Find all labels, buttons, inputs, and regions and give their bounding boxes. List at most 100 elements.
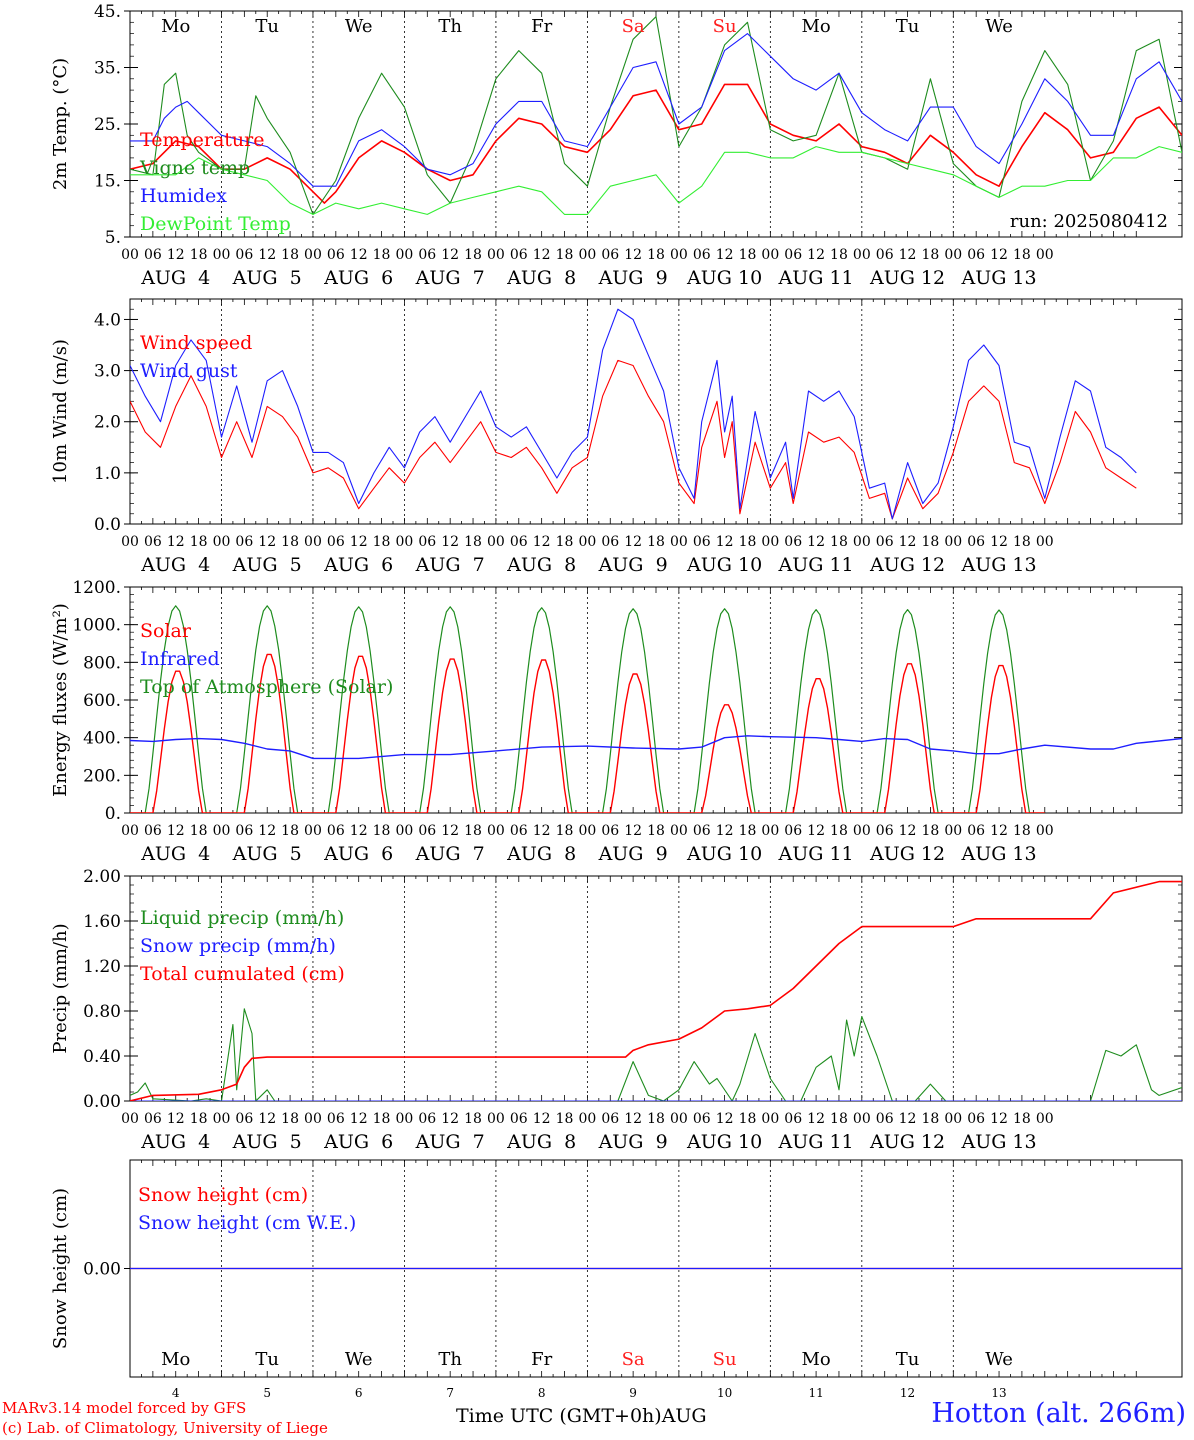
hour-tick-label: 00 [304, 823, 322, 839]
hour-tick-label: 12 [807, 247, 825, 263]
y-tick-label: 1.0 [94, 464, 121, 484]
y-tick-label: 600. [83, 691, 121, 711]
hour-tick-label: 18 [739, 823, 757, 839]
hour-tick-label: 18 [647, 1111, 665, 1127]
hour-tick-label: 00 [487, 1111, 505, 1127]
date-label: AUG 7 [415, 1131, 485, 1153]
day-name-label: Mo [801, 1349, 830, 1370]
date-label: AUG 11 [778, 1131, 854, 1153]
hour-tick-label: 00 [1036, 247, 1054, 263]
date-label: AUG 12 [869, 267, 945, 289]
date-label: AUG 4 [140, 554, 210, 576]
y-tick-label: 4.0 [94, 310, 121, 330]
hour-tick-label: 00 [670, 1111, 688, 1127]
date-label: AUG 8 [506, 267, 576, 289]
hour-tick-label: 06 [235, 534, 253, 550]
hour-tick-label: 00 [121, 823, 139, 839]
hour-tick-label: 18 [556, 823, 574, 839]
plot-area [130, 308, 1137, 520]
hour-tick-label: 06 [327, 247, 345, 263]
date-label: AUG 4 [140, 843, 210, 865]
series-line-top-of-atmosphere-solar- [130, 605, 1045, 813]
y-tick-label: 800. [83, 653, 121, 673]
hour-tick-label: 18 [373, 534, 391, 550]
hour-tick-label: 12 [441, 823, 459, 839]
hour-tick-label: 00 [213, 247, 231, 263]
hour-tick-label: 06 [601, 1111, 619, 1127]
day-number-label: 13 [991, 1386, 1006, 1398]
day-name-label: We [345, 16, 373, 37]
plot-area [130, 605, 1182, 813]
hour-tick-label: 00 [944, 534, 962, 550]
hour-tick-label: 18 [1013, 823, 1031, 839]
series-line-humidex [130, 33, 1182, 187]
hour-tick-label: 12 [441, 534, 459, 550]
day-name-label: Su [713, 1349, 737, 1370]
day-number-label: 4 [172, 1386, 180, 1398]
hour-tick-label: 18 [281, 1111, 299, 1127]
hour-tick-label: 00 [213, 823, 231, 839]
hour-tick-label: 18 [739, 1111, 757, 1127]
hour-tick-label: 12 [350, 823, 368, 839]
hour-tick-label: 06 [967, 823, 985, 839]
hour-tick-label: 18 [647, 534, 665, 550]
hour-tick-label: 00 [487, 534, 505, 550]
series-line-infrared [130, 735, 1182, 760]
hour-tick-label: 00 [1036, 534, 1054, 550]
day-name-label: We [985, 1349, 1013, 1370]
series-line-vigne-temp [130, 16, 1182, 215]
hour-tick-label: 00 [578, 247, 596, 263]
hour-tick-label: 06 [418, 1111, 436, 1127]
hour-tick-label: 06 [784, 247, 802, 263]
hour-tick-label: 06 [876, 534, 894, 550]
date-label: AUG 8 [506, 1131, 576, 1153]
y-tick-label: 1000. [72, 616, 121, 636]
hour-tick-label: 12 [716, 247, 734, 263]
legend-entry: Liquid precip (mm/h) [140, 907, 344, 929]
hour-tick-label: 12 [258, 823, 276, 839]
hour-tick-label: 12 [624, 1111, 642, 1127]
hour-tick-label: 18 [373, 247, 391, 263]
hour-tick-label: 06 [510, 534, 528, 550]
hour-tick-label: 12 [624, 823, 642, 839]
series-line-temperature [130, 83, 1182, 204]
hour-tick-label: 06 [510, 823, 528, 839]
plot-frame [129, 10, 1183, 238]
hour-tick-label: 06 [235, 247, 253, 263]
hour-tick-label: 06 [693, 1111, 711, 1127]
y-axis-label: Energy fluxes (W/m²) [50, 603, 71, 797]
legend-entry: Snow height (cm) [138, 1184, 308, 1206]
hour-tick-label: 00 [853, 1111, 871, 1127]
hour-tick-label: 12 [990, 1111, 1008, 1127]
hour-tick-label: 00 [944, 823, 962, 839]
day-name-label: Tu [896, 16, 920, 37]
y-axis-label: Precip (mm/h) [50, 923, 71, 1053]
hour-tick-label: 18 [190, 1111, 208, 1127]
hour-tick-label: 18 [739, 247, 757, 263]
hour-tick-label: 12 [899, 247, 917, 263]
hour-tick-label: 18 [556, 1111, 574, 1127]
hour-tick-label: 00 [396, 823, 414, 839]
hour-tick-label: 00 [213, 534, 231, 550]
hour-tick-label: 12 [350, 1111, 368, 1127]
day-name-label: Tu [255, 1349, 279, 1370]
y-tick-label: 0.80 [83, 1002, 121, 1022]
legend-entry: Total cumulated (cm) [140, 963, 345, 985]
hour-tick-label: 12 [533, 823, 551, 839]
hour-tick-label: 00 [304, 1111, 322, 1127]
hour-tick-label: 12 [533, 1111, 551, 1127]
hour-tick-label: 18 [647, 247, 665, 263]
day-name-label: Th [438, 1349, 462, 1370]
hour-tick-label: 18 [281, 247, 299, 263]
hour-tick-label: 12 [441, 247, 459, 263]
hour-tick-label: 00 [853, 823, 871, 839]
hour-tick-label: 00 [121, 247, 139, 263]
hour-tick-label: 00 [1036, 823, 1054, 839]
hour-tick-label: 06 [876, 823, 894, 839]
date-label: AUG 9 [598, 267, 668, 289]
station-name: Hotton (alt. 266m) [931, 1398, 1186, 1429]
hour-tick-label: 18 [556, 247, 574, 263]
hour-tick-label: 06 [418, 247, 436, 263]
